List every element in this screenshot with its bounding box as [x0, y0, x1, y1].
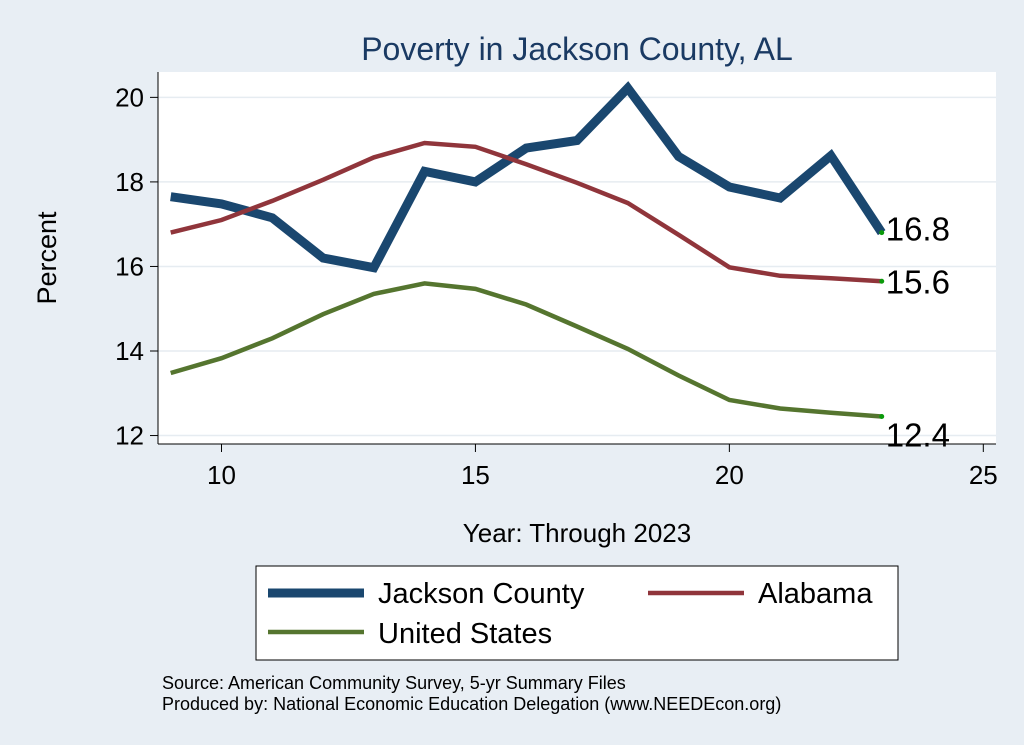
end-marker-alabama	[879, 278, 885, 284]
axes	[157, 72, 996, 445]
series-line-alabama	[170, 140, 882, 284]
legend-label-united-states: United States	[378, 618, 552, 650]
end-label-united-states: 12.4	[886, 417, 950, 454]
end-label-alabama: 15.6	[886, 263, 950, 300]
legend-box	[255, 565, 899, 661]
y-tick-label-12: 12	[115, 421, 144, 451]
x-tick-label-25: 25	[969, 460, 998, 490]
y-tick-label-18: 18	[115, 167, 144, 197]
y-axis-ticks: 12 14 16 18 20	[115, 82, 158, 451]
legend-label-jackson-county: Jackson County	[378, 578, 585, 610]
legend: Jackson County Alabama United States	[255, 565, 899, 661]
end-labels: 16.8 15.6 12.4	[879, 211, 950, 454]
gridlines	[158, 96, 996, 437]
x-axis-title: Year: Through 2023	[463, 518, 691, 548]
plot-area	[158, 72, 996, 444]
x-axis-ticks: 10 15 20 25	[207, 444, 998, 490]
source-note: Source: American Community Survey, 5-yr …	[162, 673, 626, 693]
y-tick-label-16: 16	[115, 251, 144, 281]
x-tick-label-20: 20	[715, 460, 744, 490]
y-tick-label-14: 14	[115, 336, 144, 366]
x-tick-label-15: 15	[461, 460, 490, 490]
x-tick-label-10: 10	[207, 460, 236, 490]
series-line-jackson-county	[170, 81, 886, 273]
legend-label-alabama: Alabama	[758, 578, 873, 610]
y-axis-title: Percent	[32, 211, 62, 305]
end-marker-united-states	[879, 414, 885, 420]
y-tick-label-20: 20	[115, 82, 144, 112]
producer-note: Produced by: National Economic Education…	[162, 694, 781, 714]
series-line-united-states	[170, 281, 882, 419]
end-marker-jackson-county	[879, 230, 885, 236]
end-label-jackson-county: 16.8	[886, 211, 950, 248]
chart-title: Poverty in Jackson County, AL	[361, 31, 793, 67]
series-lines	[170, 81, 886, 419]
